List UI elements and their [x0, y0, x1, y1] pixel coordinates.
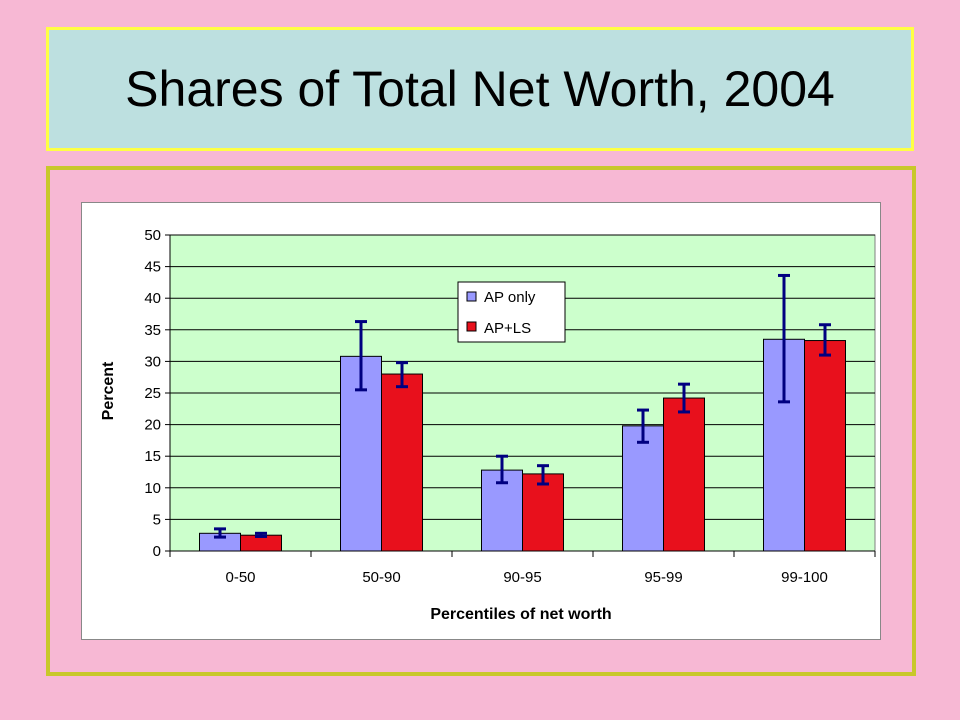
y-tick-label: 0: [153, 543, 161, 560]
y-axis-label: Percent: [100, 361, 117, 420]
y-tick-label: 5: [153, 511, 161, 528]
x-tick-labels: 0-50 50-90 90-95 95-99 99-100: [169, 551, 876, 586]
title-box: Shares of Total Net Worth, 2004: [46, 27, 914, 151]
x-tick-label: 50-90: [362, 569, 400, 586]
error-bar: [678, 382, 690, 414]
y-tick-label: 35: [144, 322, 161, 339]
error-bar: [214, 527, 226, 539]
error-bar: [637, 408, 649, 444]
y-tick-label: 30: [144, 353, 161, 370]
bar-ap-only-95-99: [622, 425, 664, 552]
chart-area: 0 5 10 15 20 25 30 35 40 45 50 0-50 50-90 90-95 95-99…: [81, 202, 881, 640]
bar-ap-ls-99-100: [804, 340, 846, 552]
error-bar: [819, 323, 831, 357]
y-tick-label: 15: [144, 448, 161, 465]
slide-title: Shares of Total Net Worth, 2004: [125, 61, 835, 117]
bar-ap-ls-50-90: [381, 373, 423, 552]
y-tick-label: 20: [144, 417, 161, 434]
y-tick-label: 50: [144, 227, 161, 244]
legend: AP only AP+LS: [457, 281, 566, 343]
error-bar: [496, 454, 508, 485]
y-tick-label: 10: [144, 480, 161, 497]
legend-label-ap-only: AP only: [484, 289, 536, 306]
error-bar: [537, 464, 549, 486]
bar-ap-ls-90-95: [522, 473, 564, 552]
x-tick-label: 90-95: [503, 569, 541, 586]
error-bar: [778, 273, 790, 404]
y-tick-label: 25: [144, 385, 161, 402]
x-tick-label: 99-100: [781, 569, 828, 586]
x-tick-label: 95-99: [644, 569, 682, 586]
bars: [199, 338, 846, 552]
legend-label-ap-ls: AP+LS: [484, 320, 531, 337]
bar-chart: 0 5 10 15 20 25 30 35 40 45 50 0-50 50-90 90-95 95-99…: [100, 227, 876, 623]
error-bar: [255, 531, 267, 538]
x-axis-label: Percentiles of net worth: [430, 606, 611, 623]
x-tick-label: 0-50: [225, 569, 255, 586]
legend-swatch-ap-only: [466, 291, 477, 302]
error-bar: [396, 361, 408, 389]
legend-swatch-ap-ls: [466, 321, 477, 332]
error-bars: [214, 273, 831, 539]
bar-ap-ls-95-99: [663, 397, 705, 552]
y-tick-labels: 0 5 10 15 20 25 30 35 40 45 50: [144, 227, 170, 560]
error-bar: [355, 320, 367, 392]
y-tick-label: 40: [144, 290, 161, 307]
y-tick-label: 45: [144, 259, 161, 276]
